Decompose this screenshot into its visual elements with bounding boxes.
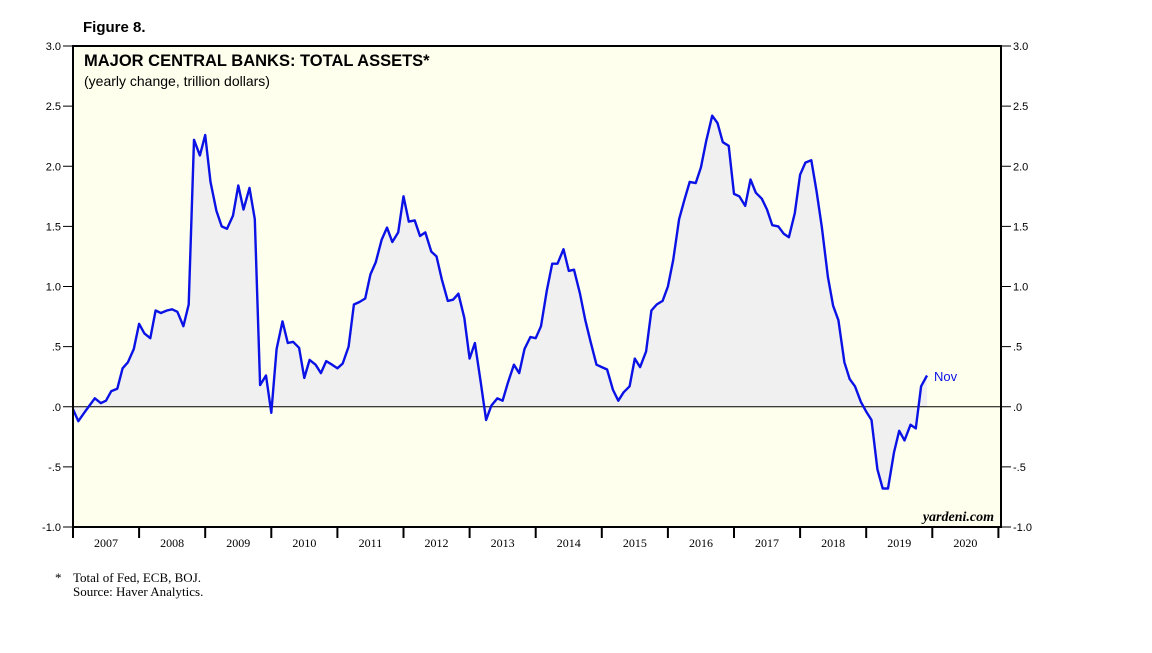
x-tick-label: 2010	[292, 536, 316, 550]
footnote-text: Total of Fed, ECB, BOJ.	[73, 570, 201, 585]
source-text: Source: Haver Analytics.	[73, 584, 203, 599]
y-tick-label-right: 1.5	[1013, 221, 1028, 233]
footnote-mark: *	[55, 570, 62, 585]
chart-subtitle: (yearly change, trillion dollars)	[84, 73, 270, 89]
y-tick-label-right: .5	[1013, 342, 1022, 354]
x-tick-label: 2013	[491, 536, 515, 550]
x-tick-label: 2020	[953, 536, 977, 550]
x-tick-label: 2018	[821, 536, 845, 550]
y-axis-right: -1.0 -.5 .0 .5 1.0 1.5 2.0 2.5 3.0	[1001, 41, 1032, 534]
x-axis: 2007 2008 2009 2010 2011 2012 2013 2014 2015 2016…	[72, 527, 1000, 550]
figure-label: Figure 8.	[83, 19, 146, 36]
x-tick-label: 2007	[94, 536, 118, 550]
y-tick-label-left: -1.0	[42, 522, 61, 534]
area-layer	[73, 115, 927, 489]
x-tick-label: 2008	[160, 536, 184, 550]
series-area	[73, 115, 927, 489]
x-tick-label: 2009	[226, 536, 250, 550]
x-tick-label: 2014	[557, 536, 581, 550]
y-tick-label-left: 2.0	[46, 161, 61, 173]
x-tick-label: 2017	[755, 536, 779, 550]
x-tick-label: 2011	[359, 536, 383, 550]
x-tick-label: 2012	[425, 536, 449, 550]
chart-title: MAJOR CENTRAL BANKS: TOTAL ASSETS*	[84, 52, 430, 70]
y-tick-label-left: -.5	[48, 462, 61, 474]
x-tick-label: 2015	[623, 536, 647, 550]
x-tick-label: 2016	[689, 536, 713, 550]
y-tick-label-left: 3.0	[46, 41, 61, 53]
line-layer	[71, 114, 929, 490]
y-tick-label-left: 1.5	[46, 221, 61, 233]
y-tick-label-right: -1.0	[1013, 522, 1032, 534]
series-end-label: Nov	[934, 369, 958, 384]
series-line	[71, 114, 929, 490]
y-tick-label-left: 2.5	[46, 101, 61, 113]
y-tick-label-right: 2.0	[1013, 161, 1028, 173]
x-tick-label: 2019	[887, 536, 911, 550]
y-tick-label-left: .5	[52, 342, 61, 354]
y-axis-left: -1.0 -.5 .0 .5 1.0 1.5 2.0 2.5 3.0	[42, 41, 73, 534]
y-tick-label-left: 1.0	[46, 282, 61, 294]
y-tick-label-right: .0	[1013, 402, 1022, 414]
y-tick-label-right: 2.5	[1013, 101, 1028, 113]
y-tick-label-left: .0	[52, 402, 61, 414]
y-tick-label-right: 3.0	[1013, 41, 1028, 53]
y-tick-label-right: -.5	[1013, 462, 1026, 474]
watermark: yardeni.com	[921, 510, 994, 525]
y-tick-label-right: 1.0	[1013, 282, 1028, 294]
